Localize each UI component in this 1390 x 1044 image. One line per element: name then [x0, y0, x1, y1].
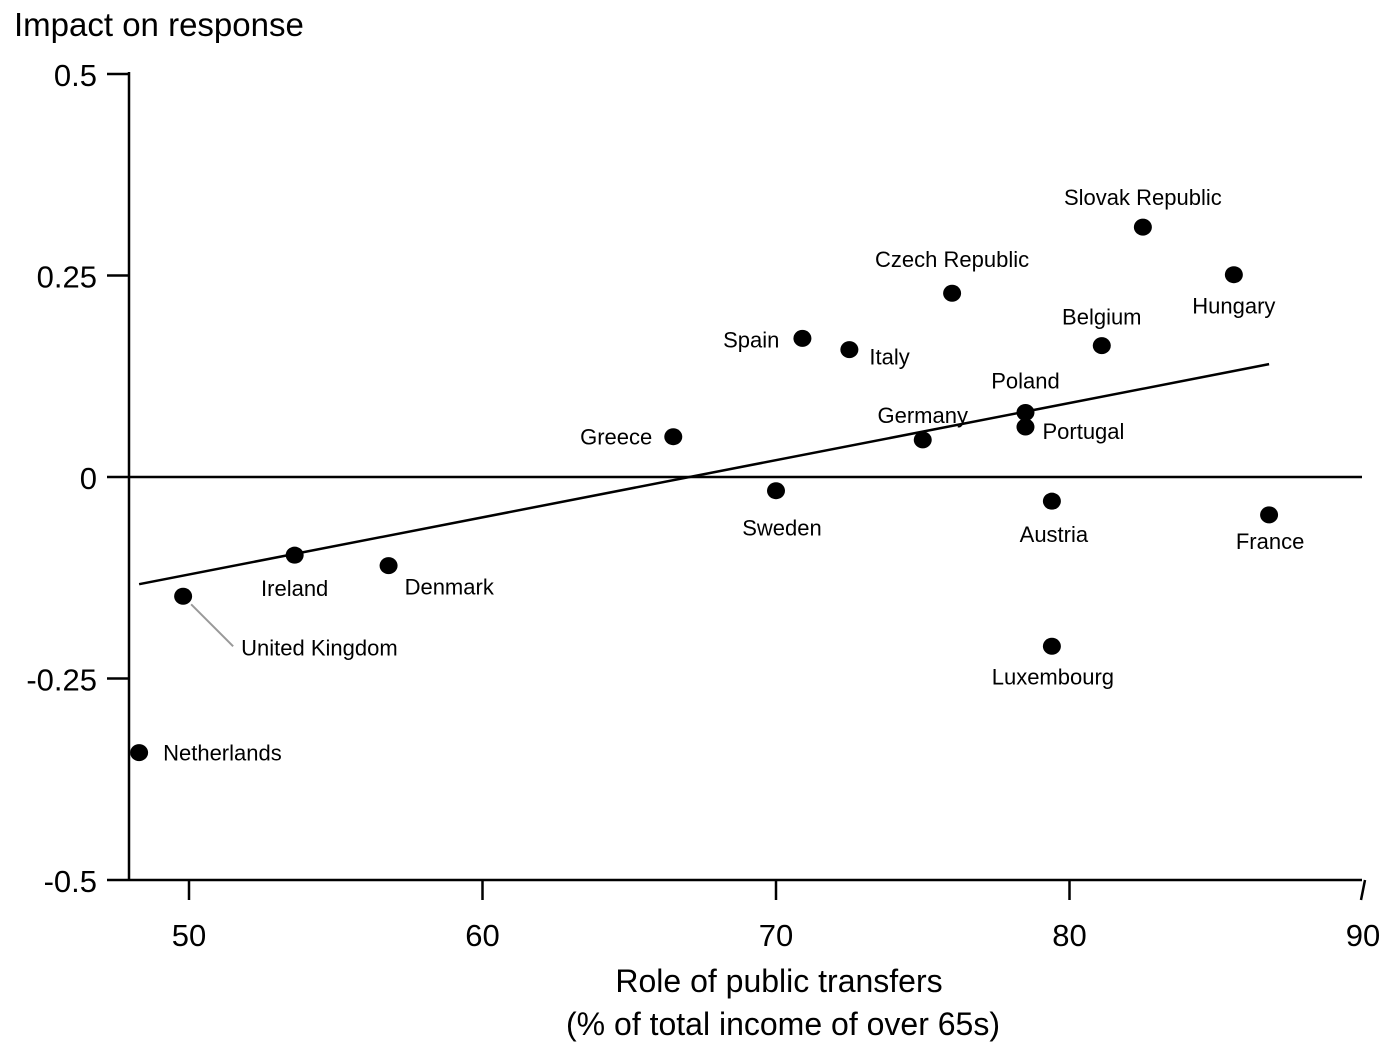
y-tick-label: 0.25 [37, 260, 97, 295]
point-ireland [285, 546, 304, 564]
point-luxembourg [1042, 637, 1061, 655]
point-italy [840, 341, 859, 359]
label-luxembourg: Luxembourg [992, 664, 1114, 689]
label-greece: Greece [580, 425, 652, 450]
point-czech-republic [943, 284, 962, 302]
label-slovak-republic: Slovak Republic [1064, 185, 1222, 210]
label-sweden: Sweden [742, 516, 822, 541]
point-spain [793, 329, 812, 347]
point-belgium [1092, 337, 1111, 355]
point-slovak-republic [1133, 218, 1152, 236]
point-united-kingdom [174, 587, 193, 605]
united-kingdom-leader-line [190, 603, 234, 647]
x-axis-title-line-1: Role of public transfers [615, 963, 942, 999]
label-czech-republic: Czech Republic [875, 247, 1029, 272]
x-tick-mark [1359, 879, 1367, 901]
x-tick-label: 50 [172, 918, 206, 953]
point-netherlands [130, 744, 149, 762]
y-tick-label: 0 [80, 461, 97, 496]
x-tick-label: 70 [759, 918, 793, 953]
point-germany [913, 431, 932, 449]
label-netherlands: Netherlands [163, 741, 282, 766]
data-points [130, 218, 1279, 762]
point-france [1260, 506, 1279, 524]
label-austria: Austria [1020, 522, 1089, 547]
label-portugal: Portugal [1042, 419, 1124, 444]
point-greece [664, 428, 683, 446]
data-point-labels: Netherlands United Kingdom Ireland Denmark G… [163, 185, 1304, 766]
point-poland [1016, 404, 1035, 422]
label-poland: Poland [991, 369, 1060, 394]
x-tick-label: 90 [1346, 918, 1380, 953]
y-tick-label: -0.25 [26, 663, 97, 698]
y-axis-ticks: 0.5 0.25 0 -0.25 -0.5 [26, 58, 129, 899]
y-axis-title: Impact on response [14, 6, 304, 43]
x-axis-ticks: 50 60 70 80 90 [172, 879, 1380, 953]
x-axis-title-line-2: (% of total income of over 65s) [566, 1006, 1000, 1042]
point-portugal [1016, 418, 1035, 436]
label-belgium: Belgium [1062, 305, 1141, 330]
label-united-kingdom: United Kingdom [241, 635, 398, 660]
x-tick-label: 60 [465, 918, 499, 953]
label-denmark: Denmark [405, 575, 495, 600]
label-france: France [1236, 529, 1304, 554]
point-austria [1042, 492, 1061, 510]
label-germany: Germany [878, 403, 968, 428]
point-denmark [379, 557, 398, 575]
label-italy: Italy [869, 345, 909, 370]
point-sweden [767, 482, 785, 500]
trend-line [138, 362, 1270, 586]
point-hungary [1224, 266, 1243, 284]
label-spain: Spain [723, 327, 779, 352]
x-tick-label: 80 [1052, 918, 1086, 953]
label-ireland: Ireland [261, 576, 328, 601]
y-tick-label: 0.5 [54, 58, 97, 93]
label-hungary: Hungary [1192, 294, 1275, 319]
y-tick-label: -0.5 [44, 864, 97, 899]
